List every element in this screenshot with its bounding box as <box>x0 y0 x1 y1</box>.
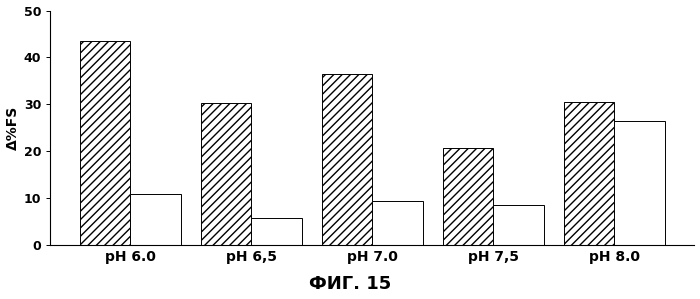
Y-axis label: Δ%FS: Δ%FS <box>6 106 20 150</box>
Bar <box>251 218 302 245</box>
Bar <box>321 74 372 245</box>
Bar <box>494 205 544 245</box>
Bar <box>130 194 181 245</box>
Bar <box>200 103 251 245</box>
Bar <box>80 41 130 245</box>
Bar <box>372 201 424 245</box>
Bar <box>615 120 665 245</box>
Bar <box>564 102 615 245</box>
Text: ФИГ. 15: ФИГ. 15 <box>309 275 391 293</box>
Bar <box>442 148 493 245</box>
